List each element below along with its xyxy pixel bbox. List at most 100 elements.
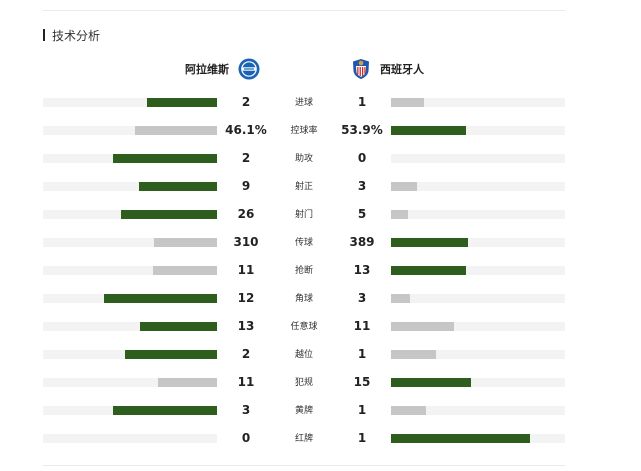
away-bar-track <box>391 434 565 443</box>
away-bar <box>391 406 426 415</box>
stat-label: 红牌 <box>294 434 313 444</box>
stat-row: 9 射正 3 <box>0 173 641 201</box>
away-value: 3 <box>357 291 367 305</box>
away-bar-track <box>391 266 565 275</box>
home-value: 9 <box>241 179 251 193</box>
home-bar-track <box>43 294 217 303</box>
section-heading: 技术分析 <box>43 27 100 43</box>
away-bar <box>391 238 468 247</box>
stat-label: 犯规 <box>294 378 313 388</box>
stat-row: 310 传球 389 <box>0 229 641 257</box>
home-bar <box>147 98 217 107</box>
away-bar-track <box>391 378 565 387</box>
stat-label: 黄牌 <box>294 406 313 416</box>
away-bar <box>391 98 424 107</box>
stat-label: 进球 <box>294 98 313 108</box>
home-value: 12 <box>237 291 255 305</box>
home-bar <box>113 154 217 163</box>
stat-row: 2 进球 1 <box>0 89 641 117</box>
away-bar <box>391 210 408 219</box>
home-value: 3 <box>241 403 251 417</box>
away-team[interactable]: 西班牙人 <box>350 58 424 80</box>
away-bar <box>391 378 471 387</box>
away-value: 0 <box>357 151 367 165</box>
stat-row: 12 角球 3 <box>0 285 641 313</box>
home-value: 11 <box>237 263 255 277</box>
away-bar-track <box>391 182 565 191</box>
home-bar <box>125 350 217 359</box>
away-value: 53.9% <box>341 123 383 137</box>
away-bar-track <box>391 210 565 219</box>
away-value: 1 <box>357 347 367 361</box>
away-value: 11 <box>353 319 371 333</box>
stat-row: 0 红牌 1 <box>0 425 641 453</box>
away-bar <box>391 182 417 191</box>
away-bar-track <box>391 126 565 135</box>
stat-row: 2 助攻 0 <box>0 145 641 173</box>
away-value: 15 <box>353 375 371 389</box>
home-value: 2 <box>241 95 251 109</box>
stat-row: 11 抢断 13 <box>0 257 641 285</box>
away-value: 389 <box>349 235 375 249</box>
home-value: 13 <box>237 319 255 333</box>
away-value: 13 <box>353 263 371 277</box>
home-bar <box>135 126 217 135</box>
stat-label: 角球 <box>294 294 313 304</box>
away-bar-track <box>391 294 565 303</box>
home-value: 0 <box>241 431 251 445</box>
home-bar-track <box>43 434 217 443</box>
away-bar-track <box>391 350 565 359</box>
stat-row: 46.1% 控球率 53.9% <box>0 117 641 145</box>
stat-row: 13 任意球 11 <box>0 313 641 341</box>
home-bar-track <box>43 238 217 247</box>
home-value: 310 <box>233 235 259 249</box>
home-bar <box>154 238 217 247</box>
home-bar-track <box>43 154 217 163</box>
stat-label: 越位 <box>294 350 313 360</box>
home-bar-track <box>43 210 217 219</box>
stat-row: 3 黄牌 1 <box>0 397 641 425</box>
espanyol-crest-icon <box>353 59 369 79</box>
away-value: 1 <box>357 95 367 109</box>
stat-label: 射门 <box>294 210 313 220</box>
home-bar <box>158 378 217 387</box>
home-bar-track <box>43 322 217 331</box>
stat-label: 助攻 <box>294 154 313 164</box>
away-bar-track <box>391 322 565 331</box>
away-value: 1 <box>357 431 367 445</box>
home-value: 2 <box>241 347 251 361</box>
stat-label: 传球 <box>294 238 313 248</box>
home-value: 2 <box>241 151 251 165</box>
home-value: 11 <box>237 375 255 389</box>
bottom-divider <box>43 465 565 466</box>
stat-label: 抢断 <box>294 266 313 276</box>
heading-accent-bar <box>43 29 45 41</box>
home-value: 46.1% <box>225 123 267 137</box>
home-value: 26 <box>237 207 255 221</box>
home-bar-track <box>43 378 217 387</box>
away-bar <box>391 126 466 135</box>
away-bar <box>391 434 530 443</box>
stat-label: 任意球 <box>290 322 318 332</box>
away-bar-track <box>391 98 565 107</box>
stat-label: 射正 <box>294 182 313 192</box>
top-divider <box>43 10 565 11</box>
home-team[interactable]: 阿拉维斯 <box>185 58 260 80</box>
home-bar-track <box>43 350 217 359</box>
away-bar <box>391 322 454 331</box>
home-bar-track <box>43 406 217 415</box>
home-team-name: 阿拉维斯 <box>185 63 229 76</box>
away-value: 1 <box>357 403 367 417</box>
away-bar-track <box>391 154 565 163</box>
stat-row: 11 犯规 15 <box>0 369 641 397</box>
stat-label: 控球率 <box>290 126 318 136</box>
away-bar-track <box>391 406 565 415</box>
away-bar-track <box>391 238 565 247</box>
away-team-name: 西班牙人 <box>380 63 424 76</box>
away-value: 5 <box>357 207 367 221</box>
stat-row: 26 射门 5 <box>0 201 641 229</box>
section-title: 技术分析 <box>52 28 101 43</box>
home-bar <box>113 406 217 415</box>
away-bar <box>391 294 410 303</box>
home-bar-track <box>43 266 217 275</box>
